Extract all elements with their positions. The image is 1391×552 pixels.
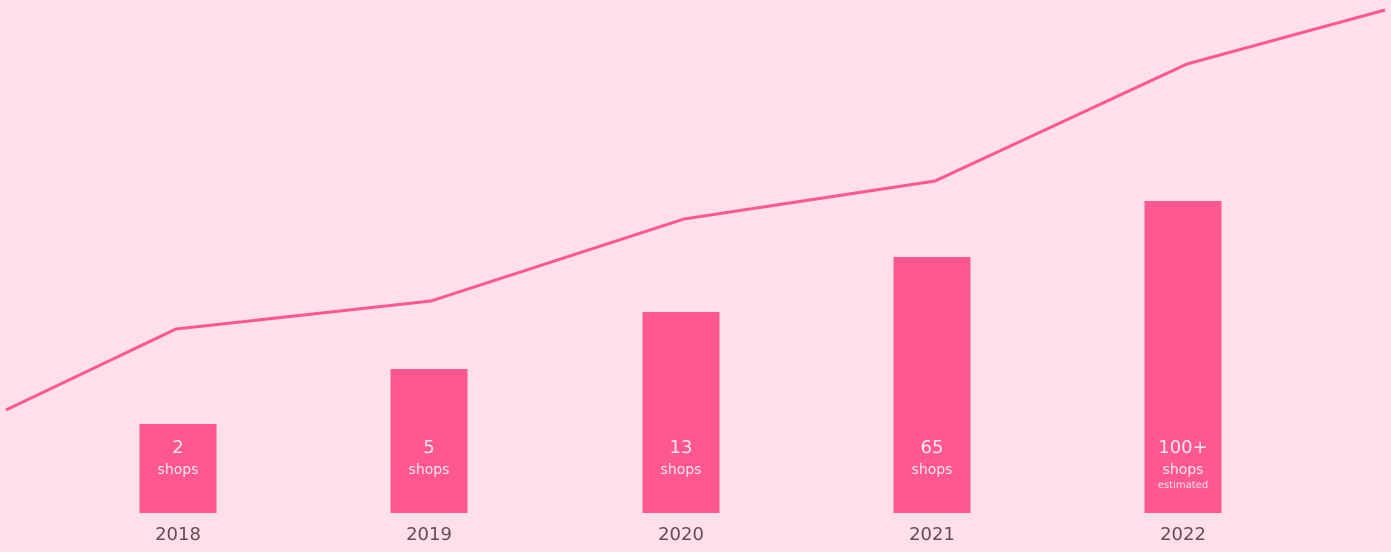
bar-value-label: 5: [423, 437, 434, 458]
x-ticks-layer: 2018 2019 2020 2021 2022: [155, 524, 1206, 545]
bar-value-label: 100+: [1158, 437, 1207, 458]
x-tick-label: 2019: [406, 524, 452, 545]
bar-2019: [390, 369, 468, 513]
bar-2020: [642, 312, 720, 513]
x-tick-label: 2018: [155, 524, 201, 545]
bar-unit-label: shops: [158, 462, 199, 478]
trend-line: [5, 8, 1386, 412]
bar-2022: [1144, 201, 1222, 513]
bars-layer: [139, 201, 1222, 513]
bar-unit-label: shops: [409, 462, 450, 478]
bar-2018: [139, 424, 217, 513]
bar-value-label: 65: [921, 437, 944, 458]
bar-2021: [893, 257, 971, 513]
x-tick-label: 2022: [1160, 524, 1206, 545]
bar-unit-label: shops: [912, 462, 953, 478]
bar-unit-label: shops: [661, 462, 702, 478]
bar-value-label: 13: [670, 437, 693, 458]
x-tick-label: 2021: [909, 524, 955, 545]
x-tick-label: 2020: [658, 524, 704, 545]
bar-note-label: estimated: [1158, 480, 1208, 491]
bar-labels-layer: 2 shops 5 shops 13 shops 65 shops 100+ shops estim…: [158, 437, 1209, 491]
bar-value-label: 2: [172, 437, 183, 458]
bar-unit-label: shops: [1163, 462, 1204, 478]
